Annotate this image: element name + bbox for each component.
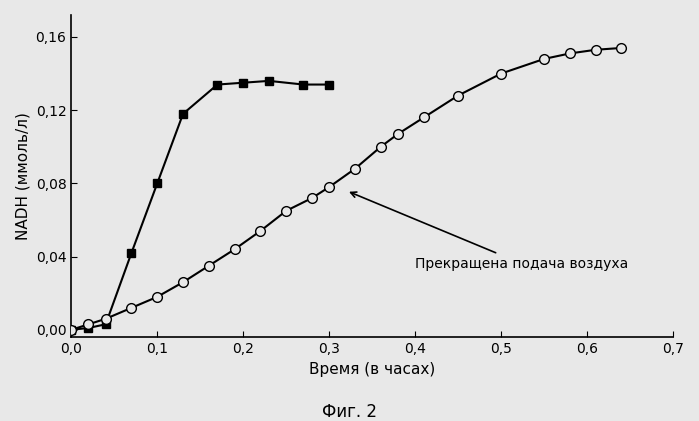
Text: Фиг. 2: Фиг. 2 <box>322 403 377 421</box>
X-axis label: Время (в часах): Время (в часах) <box>309 362 435 376</box>
Text: Прекращена подача воздуха: Прекращена подача воздуха <box>351 192 628 271</box>
Y-axis label: NADH (ммоль/л): NADH (ммоль/л) <box>15 112 30 240</box>
